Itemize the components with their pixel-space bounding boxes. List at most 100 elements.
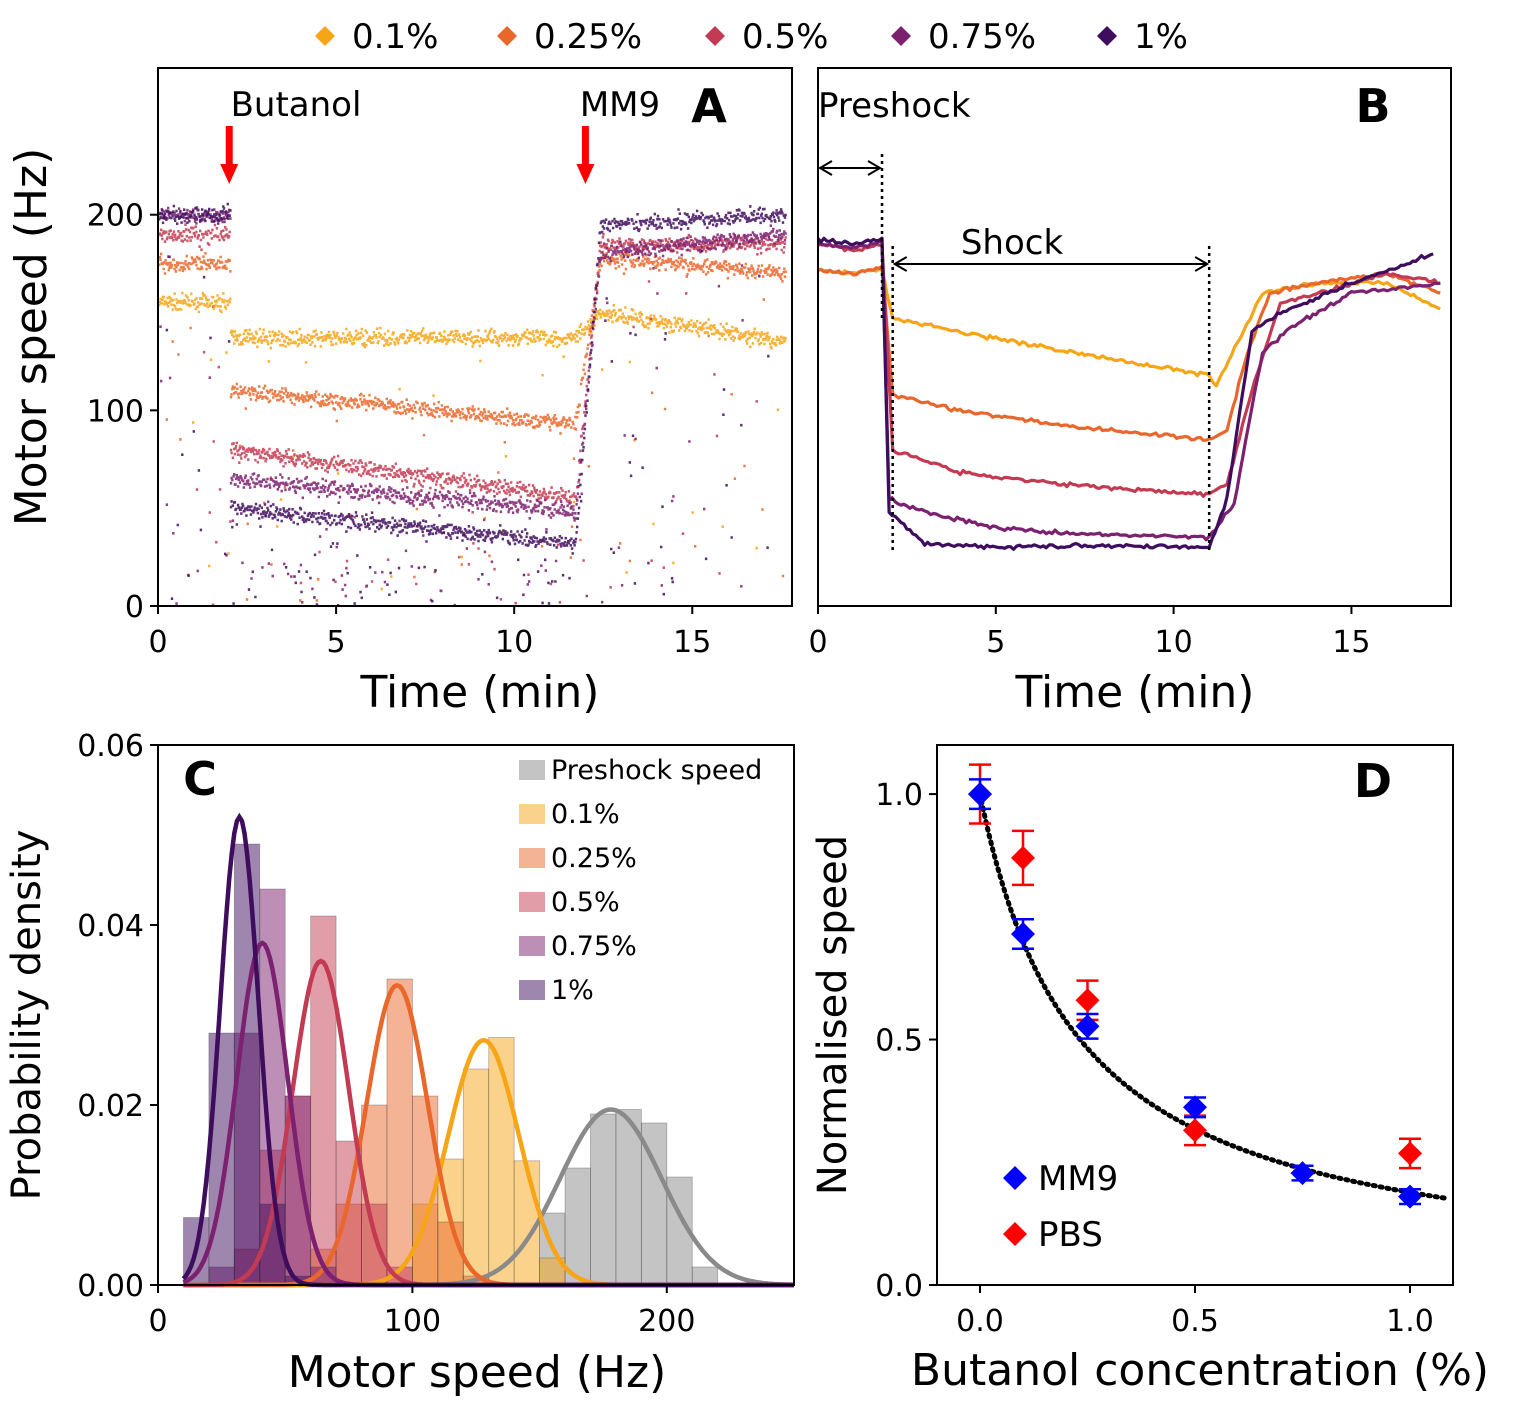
shock-arrow-head-left [892,256,908,272]
panel-a-frame [157,67,793,607]
point-MM9 [968,782,992,807]
histogram-bar-0.25% [386,978,413,1286]
y-tick-label: 0.00 [77,1269,144,1304]
histogram-bar-0.25% [437,1221,464,1286]
legend-label-4: 1% [1134,17,1188,57]
legend-label-1: 0.1% [551,799,620,830]
panel-d-axes: 0.0 0.5 1.0 0.0 0.5 1.0 [875,778,1434,1339]
histogram-bar-1% [208,1032,235,1286]
x-tick-label: 0.0 [956,1304,1004,1339]
point-MM9 [1011,922,1035,946]
legend-marker-3 [891,26,911,46]
x-tick-label: 15 [673,625,711,660]
histogram-bar-0.1% [462,1068,490,1286]
line-series-0.5% [818,242,1441,498]
panel-a-scatter-points [158,202,787,607]
x-tick-label: 5 [327,625,346,660]
panel-b-axes: 0 5 10 15 [808,606,1371,660]
x-tick-label: 0 [148,1304,167,1339]
panel-c-legend: Preshock speed 0.1% 0.25% 0.5% 0.75% 1% [519,755,762,1006]
point-MM9 [1183,1095,1207,1120]
x-tick-label: 10 [495,625,533,660]
legend-swatch-3 [519,892,545,912]
y-tick-label: 0.5 [875,1024,923,1059]
panel-a-axes: 0 5 10 15 0 100 200 [87,199,712,660]
histogram-bar-0.75% [284,1095,312,1286]
line-series-0.75% [817,239,1441,542]
y-tick-label: 0.04 [77,909,144,944]
panel-b-lines [816,236,1441,551]
x-tick-label: 0 [148,625,167,660]
legend-label-4: 0.75% [551,931,637,962]
panel-d-points [968,763,1422,1209]
point-PBS [1398,1141,1422,1166]
panel-a: 0 5 10 15 0 100 200 A Butanol MM9 Time (min) M… [6,67,793,718]
legend-marker-PBS [1003,1222,1027,1246]
fit-curve [977,791,1452,1202]
panel-d-fit [977,791,1452,1202]
butanol-annotation: Butanol [231,85,362,125]
panel-d-xlabel: Butanol concentration (%) [911,1345,1489,1396]
legend-marker-MM9 [1003,1166,1027,1190]
point-PBS [1011,845,1035,870]
line-series-0.1% [817,266,1441,388]
point-MM9 [1398,1184,1422,1209]
x-tick-label: 10 [1155,625,1193,660]
scatter-series-1% [158,202,787,607]
preshock-arrow-head-right [867,160,882,176]
shock-arrow-head-right [1194,256,1210,272]
mm9-annotation: MM9 [580,85,660,125]
legend-label-3: 0.75% [928,17,1036,57]
legend-label-2: 0.5% [742,17,828,57]
scatter-series-0.25% [158,248,787,602]
point-PBS [1183,1118,1207,1143]
panel-b-frame [817,67,1452,607]
point-MM9 [1290,1161,1315,1186]
legend-swatch-5 [519,980,545,1000]
panel-c-frame [157,744,795,1286]
preshock-annotation: Preshock [818,86,971,126]
panel-d-letter: D [1354,754,1392,808]
y-tick-label: 200 [87,199,144,234]
legend-label-5: 1% [551,975,594,1006]
legend-label-PBS: PBS [1038,1215,1103,1255]
legend-label-1: 0.25% [534,17,642,57]
line-series-1% [816,236,1434,551]
legend-label-0: 0.1% [352,17,438,57]
legend-swatch-4 [519,936,545,956]
x-tick-label: 200 [638,1304,695,1339]
panel-b: 0 5 10 15 B Preshock Shock Time (min) [808,67,1452,718]
panel-d: 0.0 0.5 1.0 0.0 0.5 1.0 D MM9 PBS Butanol conc… [810,744,1489,1396]
x-tick-label: 1.0 [1386,1304,1434,1339]
top-legend: 0.1% 0.25% 0.5% 0.75% 1% [315,17,1188,57]
panel-a-letter: A [691,79,727,133]
panel-d-frame [936,744,1454,1286]
y-tick-label: 0.0 [875,1269,923,1304]
point-PBS [1075,988,1100,1013]
x-tick-label: 15 [1332,625,1370,660]
legend-swatch-1 [519,804,545,824]
red-arrow-head-0 [220,164,239,184]
histogram-bar-Preshock speed [615,1109,642,1286]
panel-c-letter: C [183,752,217,806]
line-series-0.25% [817,264,1441,442]
y-tick-label: 1.0 [875,778,923,813]
panel-a-ylabel: Motor speed (Hz) [6,148,57,527]
legend-label-MM9: MM9 [1038,1159,1118,1199]
x-tick-label: 100 [384,1304,441,1339]
panel-c-ylabel: Probability density [4,830,50,1201]
panel-b-xlabel: Time (min) [1015,667,1255,718]
legend-label-3: 0.5% [551,887,620,918]
red-arrow-head-1 [576,164,595,184]
legend-label-2: 0.25% [551,843,637,874]
y-tick-label: 0 [125,590,144,625]
panel-d-legend: MM9 PBS [1003,1159,1118,1255]
scatter-series-0.1% [158,291,787,591]
panel-b-letter: B [1355,79,1390,133]
legend-swatch-0 [519,760,545,780]
panel-a-arrows [220,126,595,184]
x-tick-label: 0 [808,625,827,660]
shock-annotation: Shock [961,223,1064,263]
legend-marker-1 [497,26,517,46]
